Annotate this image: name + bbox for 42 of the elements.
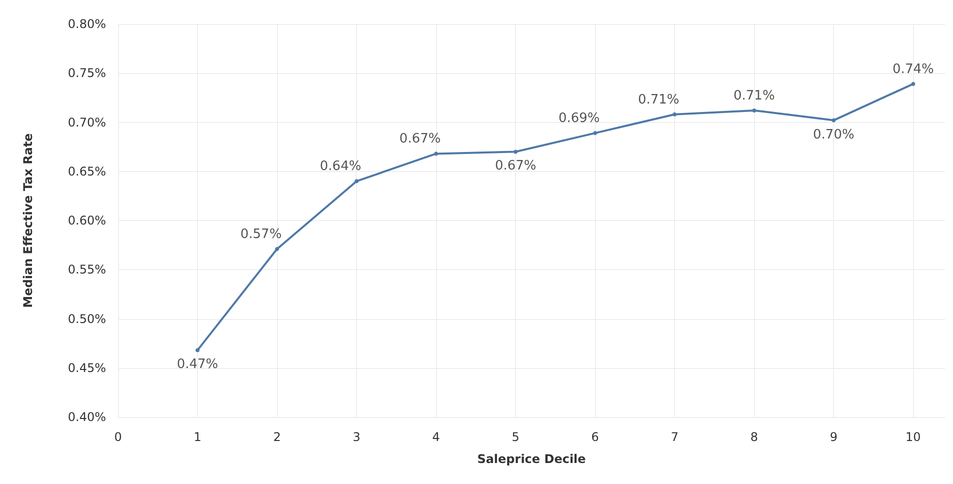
y-axis-title: Median Effective Tax Rate — [21, 133, 35, 308]
data-label: 0.69% — [558, 111, 600, 126]
data-label: 0.64% — [320, 159, 362, 174]
point — [752, 108, 756, 112]
x-tick-label: 3 — [352, 430, 360, 444]
x-tick-label: 0 — [114, 430, 122, 444]
x-tick-label: 9 — [830, 430, 838, 444]
x-tick-label: 1 — [194, 430, 202, 444]
y-tick-label: 0.60% — [68, 214, 106, 228]
y-tick-label: 0.50% — [68, 312, 106, 326]
data-label: 0.57% — [240, 226, 282, 242]
x-axis-title: Saleprice Decile — [477, 452, 586, 466]
y-tick-label: 0.70% — [68, 115, 106, 130]
point — [593, 131, 598, 136]
point — [911, 82, 916, 86]
y-tick-label: 0.55% — [68, 262, 106, 277]
data-label: 0.67% — [494, 158, 536, 174]
x-tick-label: 10 — [906, 430, 921, 444]
x-tick-label: 4 — [432, 430, 440, 444]
point — [196, 348, 200, 352]
data-label: 0.70% — [813, 127, 854, 142]
point — [275, 246, 280, 251]
y-tick-label: 0.40% — [68, 410, 106, 424]
point — [514, 150, 518, 154]
point — [832, 118, 836, 122]
x-tick-label: 2 — [273, 430, 281, 444]
y-tick-label: 0.75% — [68, 66, 106, 80]
data-label: 0.71% — [734, 88, 775, 104]
point — [434, 152, 438, 156]
x-tick-label: 5 — [512, 430, 520, 444]
point — [354, 179, 359, 184]
y-tick-label: 0.45% — [68, 360, 106, 375]
x-tick-label: 6 — [591, 430, 599, 444]
data-label: 0.67% — [399, 132, 441, 147]
point — [672, 112, 677, 116]
x-tick-label: 8 — [750, 430, 758, 444]
x-tick-label: 7 — [670, 430, 678, 444]
y-tick-label: 0.80% — [68, 17, 106, 31]
data-label: 0.71% — [638, 92, 680, 108]
data-label: 0.47% — [176, 357, 218, 372]
y-tick-label: 0.65% — [68, 164, 106, 178]
data-label: 0.74% — [892, 62, 934, 77]
